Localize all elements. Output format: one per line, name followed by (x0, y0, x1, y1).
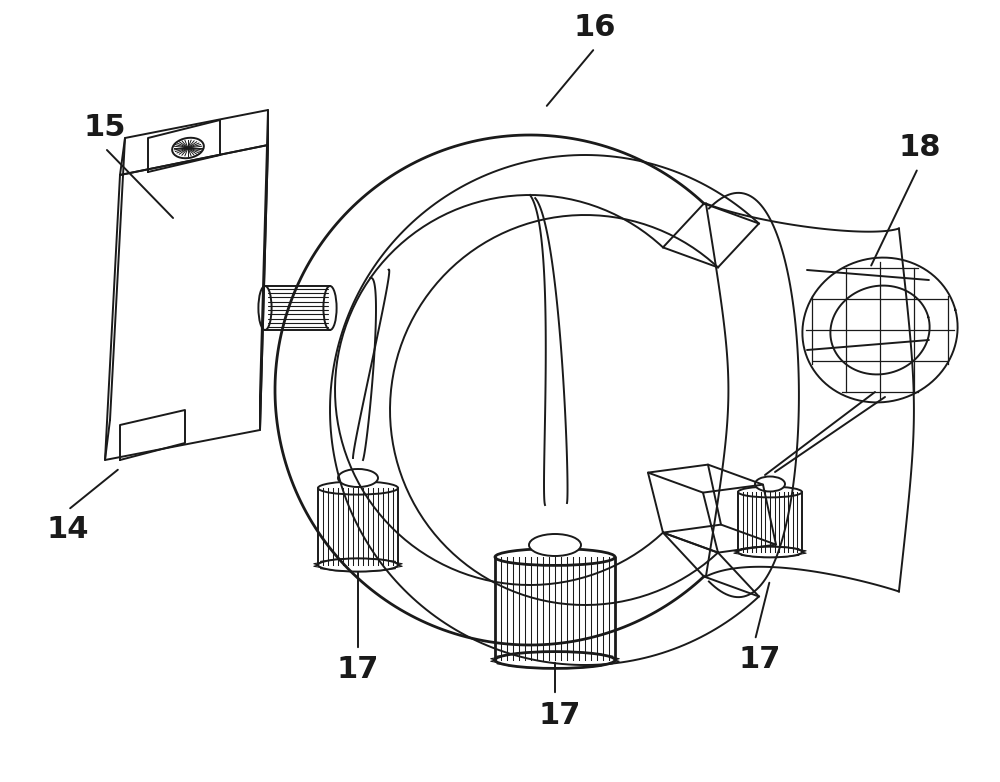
Text: 17: 17 (739, 645, 781, 675)
Ellipse shape (323, 286, 337, 330)
Text: 17: 17 (337, 655, 379, 684)
Ellipse shape (529, 534, 581, 556)
Ellipse shape (495, 549, 615, 565)
Text: 16: 16 (574, 13, 616, 42)
Ellipse shape (338, 469, 378, 487)
Ellipse shape (318, 482, 398, 494)
Text: 17: 17 (539, 701, 581, 730)
Ellipse shape (258, 286, 272, 330)
Text: 18: 18 (899, 134, 941, 163)
Text: 14: 14 (47, 515, 89, 544)
Ellipse shape (738, 486, 802, 497)
Text: 15: 15 (84, 113, 126, 142)
Ellipse shape (755, 476, 785, 492)
Ellipse shape (738, 547, 802, 558)
Ellipse shape (495, 651, 615, 669)
Ellipse shape (318, 558, 398, 572)
